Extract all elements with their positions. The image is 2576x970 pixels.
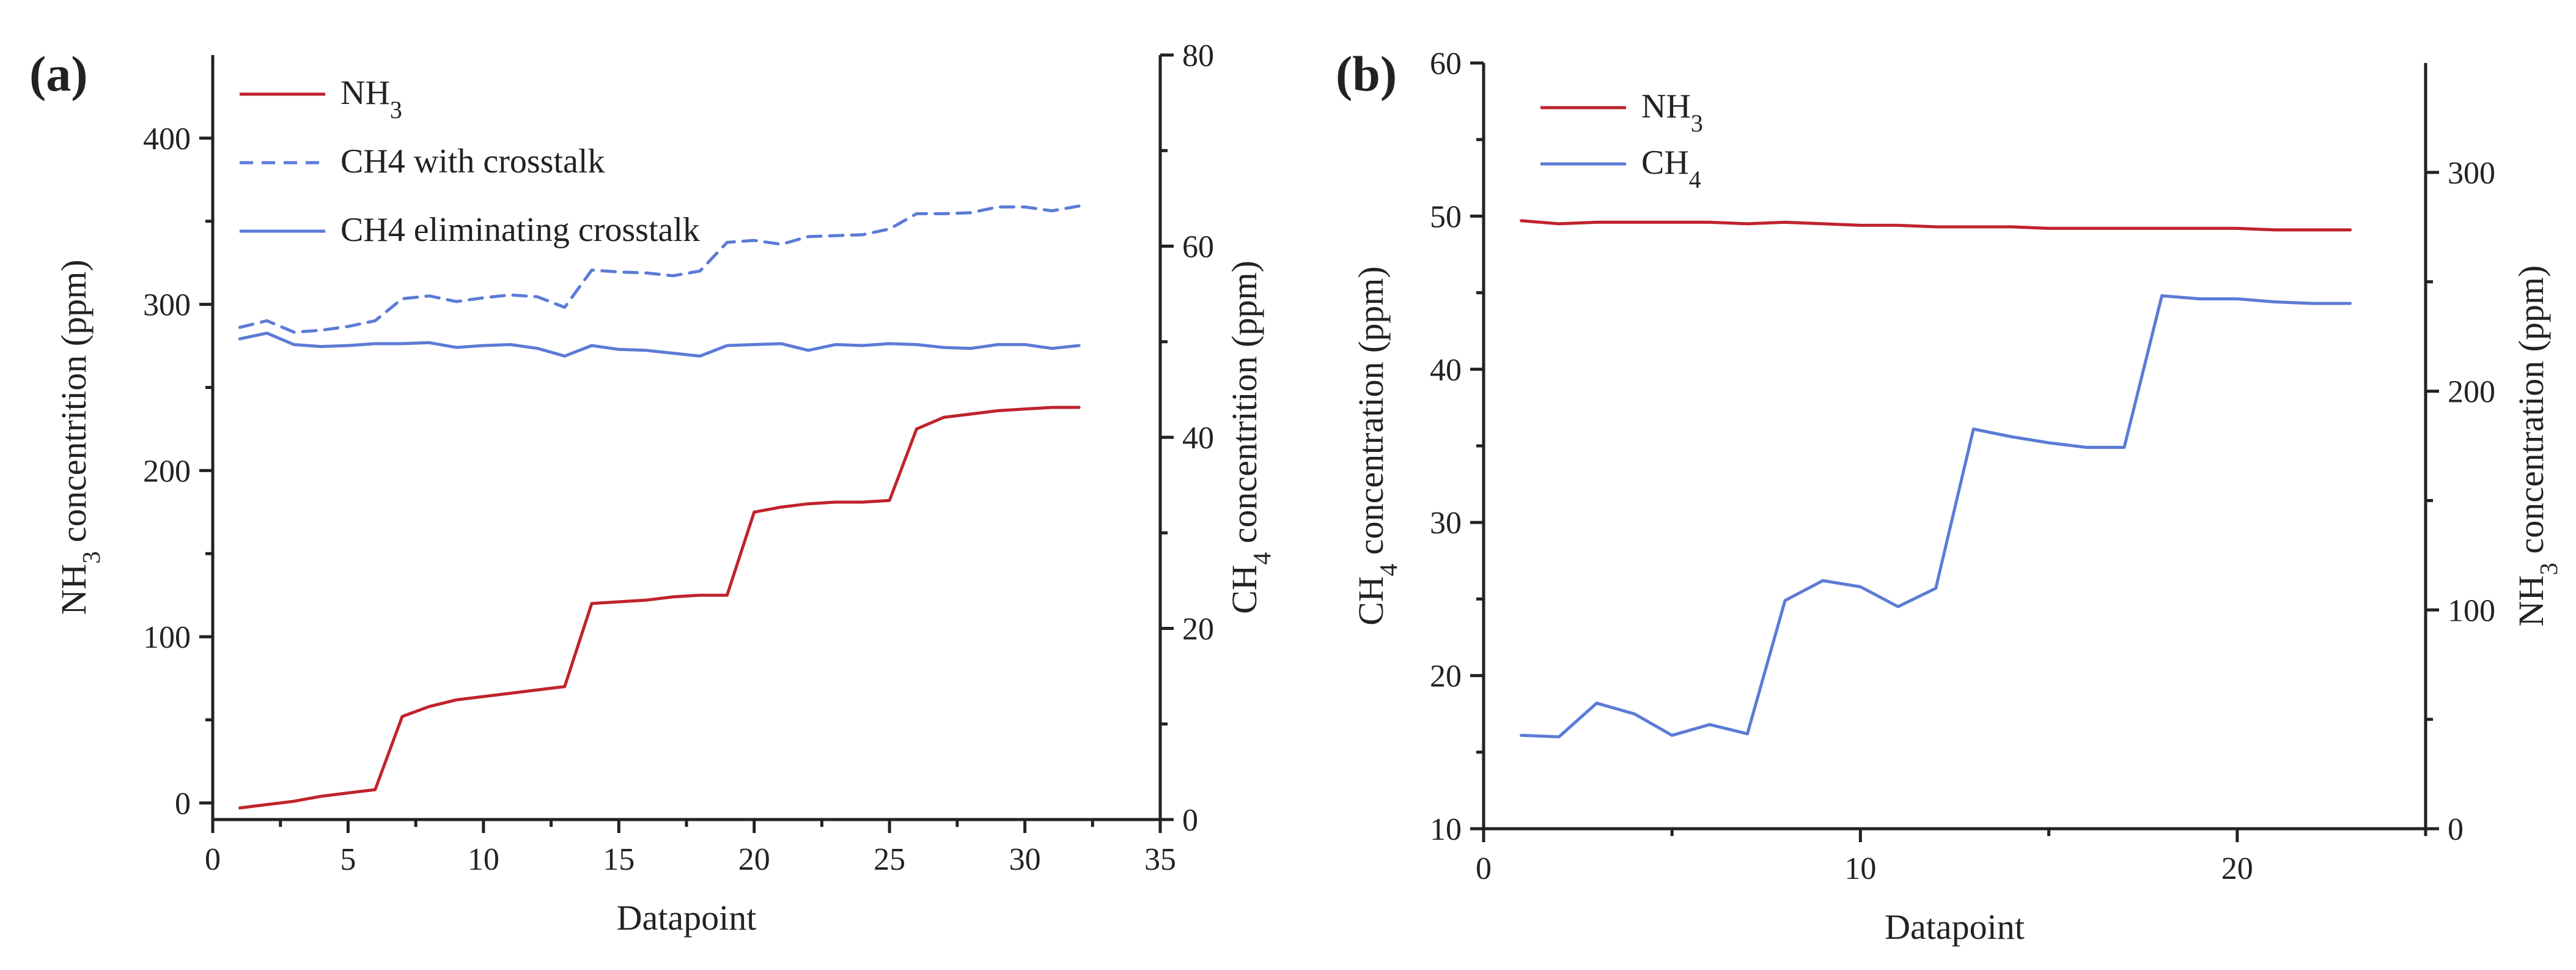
legend-label: CH4 with crosstalk: [340, 143, 605, 180]
x-tick-label: 0: [205, 842, 221, 877]
x-tick-label: 20: [738, 842, 770, 877]
x-axis-label: Datapoint: [617, 898, 757, 938]
legend: NH3 CH4 with crosstalk CH4 eliminating cro…: [240, 74, 700, 249]
y-left-axis-label: CH4 concentration (ppm): [1351, 266, 1402, 625]
y-left-tick-label: 60: [1430, 46, 1462, 81]
legend-label: CH4 eliminating crosstalk: [340, 211, 700, 249]
legend-label: NH3: [1641, 87, 1703, 137]
series-line-0: [238, 405, 1081, 810]
x-tick-label: 0: [1476, 851, 1492, 886]
panel-label: (b): [1336, 46, 1397, 102]
y-right-axis-label: CH4 concentrition (ppm): [1224, 261, 1276, 614]
x-tick-label: 20: [2221, 851, 2253, 886]
panel-label: (a): [29, 46, 88, 102]
chart-panel-a: 0 5 10 15 20 25 30 350100200300400020406080(a)D…: [29, 39, 1276, 938]
series-line-1: [1520, 294, 2352, 739]
y-left-tick-label: 200: [143, 454, 191, 489]
y-left-tick-label: 20: [1430, 659, 1462, 694]
x-tick-label: 25: [874, 842, 905, 877]
x-tick-label: 30: [1009, 842, 1041, 877]
x-tick-label: 10: [468, 842, 499, 877]
y-right-axis-label: NH3 concentration (ppm): [2511, 265, 2563, 627]
y-left-tick-label: 40: [1430, 353, 1462, 388]
x-tick-label: 5: [340, 842, 356, 877]
x-tick-label: 35: [1144, 842, 1176, 877]
y-right-tick-label: 20: [1182, 612, 1214, 647]
y-left-axis-label: NH3 concentrition (ppm): [54, 259, 105, 615]
y-left-tick-label: 400: [143, 122, 191, 157]
y-right-tick-label: 40: [1182, 421, 1214, 456]
legend-label: NH3: [340, 74, 402, 124]
y-left-tick-label: 300: [143, 288, 191, 323]
y-left-tick-label: 50: [1430, 199, 1462, 234]
y-right-tick-label: 0: [2448, 812, 2464, 847]
series-line-2: [238, 331, 1081, 358]
legend-label: CH4: [1641, 144, 1701, 193]
y-right-tick-label: 0: [1182, 803, 1198, 838]
series-line-0: [1520, 219, 2352, 232]
x-tick-label: 15: [603, 842, 635, 877]
y-right-tick-label: 300: [2448, 156, 2495, 191]
y-left-tick-label: 10: [1430, 812, 1462, 847]
series-line-1: [238, 204, 1081, 334]
x-tick-label: 10: [1844, 851, 1876, 886]
chart-panel-b: 0 10 20 10 20 30 40 50 60 0 100 200 300 (b) Datapoint C…: [1336, 46, 2563, 947]
y-right-tick-label: 100: [2448, 593, 2495, 628]
y-right-tick-label: 80: [1182, 39, 1214, 73]
y-left-tick-label: 100: [143, 620, 191, 655]
y-left-tick-label: 30: [1430, 506, 1462, 541]
y-right-tick-label: 60: [1182, 230, 1214, 265]
y-right-tick-label: 200: [2448, 375, 2495, 410]
y-left-tick-label: 0: [175, 787, 191, 821]
x-axis-label: Datapoint: [1885, 907, 2025, 947]
